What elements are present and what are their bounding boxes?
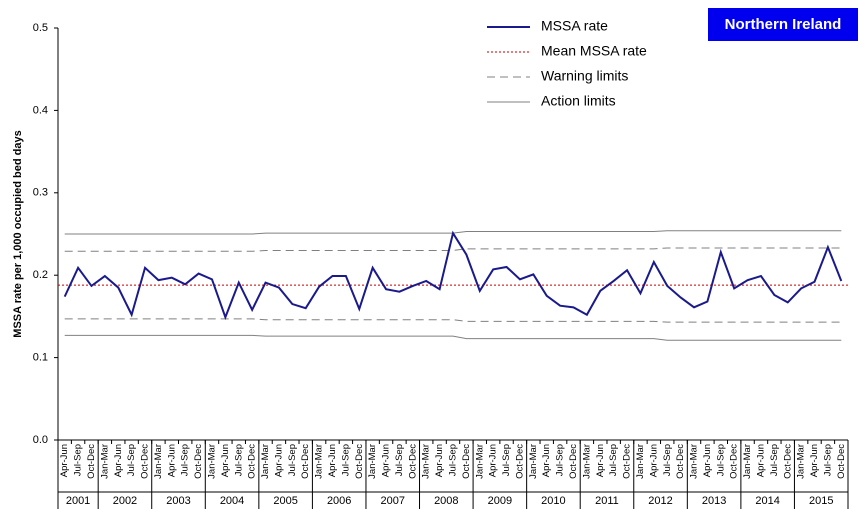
x-tick-label: Apr-Jun (755, 444, 766, 477)
x-tick-label: Jul-Sep (448, 444, 459, 476)
x-tick-label: Apr-Jun (166, 444, 177, 477)
year-label: 2014 (755, 495, 779, 507)
x-tick-label: Apr-Jun (595, 444, 606, 477)
legend-label: Action limits (541, 93, 616, 109)
x-tick-label: Oct-Dec (140, 444, 151, 479)
x-tick-label: Jan-Mar (689, 444, 700, 479)
x-tick-label: Apr-Jun (381, 444, 392, 477)
series-line-lower (64, 318, 842, 323)
x-tick-label: Apr-Jun (648, 444, 659, 477)
x-tick-label: Apr-Jun (59, 444, 70, 477)
x-tick-label: Oct-Dec (193, 444, 204, 479)
x-tick-label: Jan-Mar (367, 444, 378, 479)
x-tick-label: Jul-Sep (608, 444, 619, 476)
x-tick-label: Apr-Jun (488, 444, 499, 477)
x-tick-label: Jul-Sep (555, 444, 566, 476)
year-label: 2008 (434, 495, 458, 507)
x-tick-label: Oct-Dec (407, 444, 418, 479)
year-label: 2012 (648, 495, 672, 507)
x-tick-label: Apr-Jun (220, 444, 231, 477)
x-tick-label: Oct-Dec (300, 444, 311, 479)
x-tick-label: Jan-Mar (153, 444, 164, 479)
y-tick-label: 0.5 (33, 22, 48, 34)
x-tick-label: Jan-Mar (99, 444, 110, 479)
x-tick-label: Oct-Dec (568, 444, 579, 479)
x-tick-label: Apr-Jun (113, 444, 124, 477)
x-tick-label: Jan-Mar (314, 444, 325, 479)
x-tick-label: Jul-Sep (340, 444, 351, 476)
x-tick-label: Oct-Dec (622, 444, 633, 479)
x-tick-label: Oct-Dec (86, 444, 97, 479)
year-label: 2015 (809, 495, 833, 507)
x-tick-label: Oct-Dec (247, 444, 258, 479)
x-tick-label: Apr-Jun (809, 444, 820, 477)
x-tick-label: Jan-Mar (742, 444, 753, 479)
year-label: 2001 (66, 495, 90, 507)
x-tick-label: Oct-Dec (836, 444, 847, 479)
legend-label: Warning limits (541, 68, 628, 84)
x-tick-label: Jul-Sep (715, 444, 726, 476)
x-tick-label: Oct-Dec (729, 444, 740, 479)
x-tick-label: Jul-Sep (180, 444, 191, 476)
x-tick-label: Jul-Sep (126, 444, 137, 476)
x-tick-label: Jul-Sep (662, 444, 673, 476)
x-tick-label: Jan-Mar (528, 444, 539, 479)
region-badge (708, 8, 858, 41)
year-label: 2013 (702, 495, 726, 507)
series-line (63, 230, 843, 321)
year-label: 2009 (488, 495, 512, 507)
year-label: 2010 (541, 495, 565, 507)
x-tick-label: Jul-Sep (73, 444, 84, 476)
x-tick-label: Jul-Sep (501, 444, 512, 476)
y-tick-label: 0.1 (33, 352, 48, 364)
x-tick-label: Jan-Mar (635, 444, 646, 479)
x-tick-label: Apr-Jun (702, 444, 713, 477)
x-tick-label: Jan-Mar (474, 444, 485, 479)
year-label: 2002 (113, 495, 137, 507)
x-tick-label: Jul-Sep (394, 444, 405, 476)
series-line (64, 247, 842, 252)
series-line-lower (64, 334, 842, 341)
y-axis-label: MSSA rate per 1,000 occupied bed days (12, 130, 24, 337)
year-label: 2005 (273, 495, 297, 507)
year-label: 2011 (595, 495, 619, 507)
x-tick-label: Jul-Sep (769, 444, 780, 476)
y-tick-label: 0.4 (33, 104, 48, 116)
x-tick-label: Oct-Dec (461, 444, 472, 479)
x-tick-label: Jul-Sep (287, 444, 298, 476)
y-tick-label: 0.0 (33, 434, 48, 446)
region-label: Northern Ireland (725, 16, 842, 33)
x-tick-label: Jan-Mar (581, 444, 592, 479)
year-label: 2003 (166, 495, 190, 507)
x-tick-label: Oct-Dec (354, 444, 365, 479)
year-label: 2004 (220, 495, 244, 507)
x-tick-label: Apr-Jun (434, 444, 445, 477)
y-tick-label: 0.3 (33, 187, 48, 199)
x-tick-label: Apr-Jun (327, 444, 338, 477)
x-tick-label: Oct-Dec (782, 444, 793, 479)
x-tick-label: Oct-Dec (514, 444, 525, 479)
y-tick-label: 0.2 (33, 269, 48, 281)
legend-label: MSSA rate (541, 18, 608, 34)
x-tick-label: Jan-Mar (421, 444, 432, 479)
x-tick-label: Jul-Sep (822, 444, 833, 476)
year-label: 2006 (327, 495, 351, 507)
x-tick-label: Apr-Jun (273, 444, 284, 477)
x-tick-label: Apr-Jun (541, 444, 552, 477)
x-tick-label: Jul-Sep (233, 444, 244, 476)
x-tick-label: Jan-Mar (206, 444, 217, 479)
x-tick-label: Jan-Mar (260, 444, 271, 479)
legend-label: Mean MSSA rate (541, 43, 647, 59)
x-tick-label: Jan-Mar (796, 444, 807, 479)
year-label: 2007 (381, 495, 405, 507)
x-tick-label: Oct-Dec (675, 444, 686, 479)
